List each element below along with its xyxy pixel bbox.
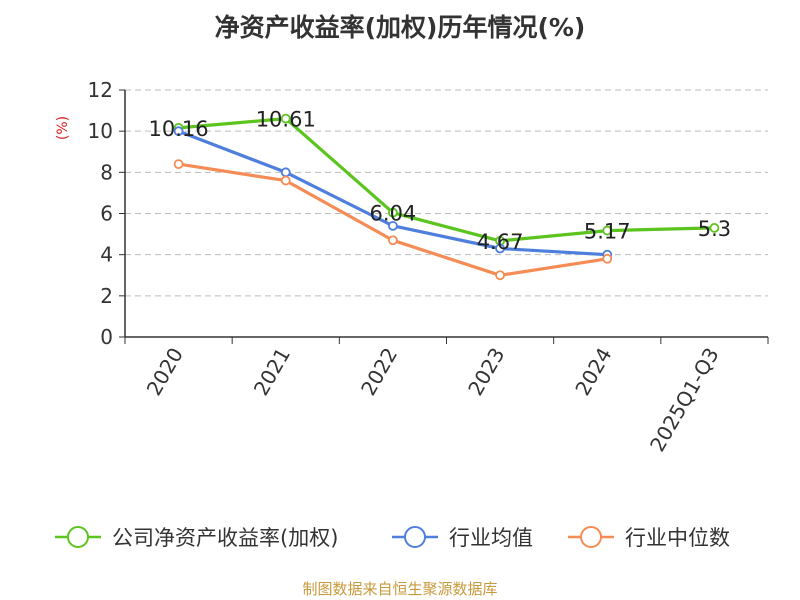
series-lines — [173, 113, 720, 281]
data-point[interactable] — [709, 223, 720, 233]
data-point[interactable] — [280, 175, 291, 186]
x-tick-label: 2024 — [570, 344, 616, 400]
data-point[interactable] — [602, 225, 613, 236]
grid-lines — [125, 89, 768, 297]
data-point[interactable] — [388, 235, 398, 246]
legend-marker-icon — [404, 526, 426, 548]
y-axis-label: (%) — [55, 116, 71, 140]
legend: 公司净资产收益率(加权) 行业均值 行业中位数 — [55, 526, 730, 550]
data-label: 4.67 — [477, 230, 524, 254]
data-labels: 10.16 10.61 6.04 4.67 5.17 5.3 — [149, 108, 732, 254]
legend-item-2[interactable]: 行业中位数 — [568, 526, 730, 550]
y-tick-label: 4 — [100, 243, 113, 267]
data-label: 5.3 — [698, 217, 731, 241]
legend-item-0[interactable]: 公司净资产收益率(加权) — [55, 526, 338, 550]
y-tick-label: 8 — [100, 160, 113, 184]
x-tick-label: 2022 — [356, 344, 402, 400]
x-tick-label: 2023 — [463, 344, 509, 400]
data-label: 10.61 — [256, 108, 316, 132]
legend-marker-icon — [67, 526, 89, 548]
legend-marker-icon — [580, 526, 602, 548]
data-label: 6.04 — [370, 202, 417, 226]
data-point[interactable] — [495, 243, 505, 254]
y-tick-label: 0 — [100, 325, 113, 349]
series-line-0 — [178, 117, 715, 243]
data-point[interactable] — [173, 159, 184, 170]
legend-label: 行业均值 — [449, 526, 533, 550]
chart-title: 净资产收益率(加权)历年情况(%) — [215, 13, 586, 42]
data-point[interactable] — [388, 220, 398, 231]
y-tick-label: 6 — [100, 202, 113, 226]
x-tick-label: 2020 — [142, 344, 188, 400]
legend-label: 行业中位数 — [625, 526, 730, 550]
y-tick-label: 12 — [88, 78, 113, 102]
data-point[interactable] — [495, 270, 505, 281]
x-tick-label: 2025Q1-Q3 — [645, 344, 724, 456]
data-point[interactable] — [388, 207, 398, 218]
y-tick-label: 2 — [100, 284, 113, 308]
source-note: 制图数据来自恒生聚源数据库 — [302, 580, 497, 598]
legend-item-1[interactable]: 行业均值 — [392, 526, 533, 550]
y-tick-label: 10 — [88, 119, 113, 143]
data-label: 5.17 — [584, 220, 631, 244]
x-tick-label: 2021 — [249, 344, 295, 400]
data-point[interactable] — [280, 113, 291, 124]
data-point[interactable] — [280, 167, 291, 178]
data-point[interactable] — [602, 253, 613, 264]
data-label: 10.16 — [149, 117, 209, 141]
data-point[interactable] — [173, 126, 184, 137]
legend-label: 公司净资产收益率(加权) — [112, 526, 338, 550]
